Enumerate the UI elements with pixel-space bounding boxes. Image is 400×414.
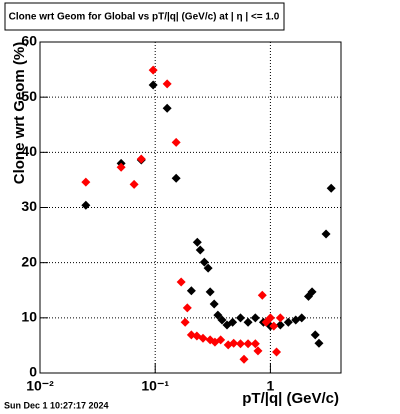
marker	[269, 321, 279, 331]
marker	[136, 154, 146, 164]
y-tick-label: 20	[21, 253, 37, 269]
marker	[239, 354, 249, 364]
marker	[171, 137, 181, 147]
marker	[216, 335, 226, 345]
x-tick-label: 10⁻²	[26, 378, 54, 394]
marker	[81, 200, 91, 210]
marker	[162, 103, 172, 113]
y-tick-label: 10	[21, 309, 37, 325]
title-box	[4, 2, 285, 31]
y-axis-label: Clone wrt Geom (%)	[11, 42, 28, 185]
marker	[148, 65, 158, 75]
marker	[243, 339, 253, 349]
y-tick-label: 50	[21, 88, 37, 104]
marker	[205, 287, 215, 297]
y-tick-label: 30	[21, 198, 37, 214]
marker	[116, 162, 126, 172]
marker	[176, 277, 186, 287]
x-axis-label: pT/|q| (GeV/c)	[242, 390, 339, 407]
marker	[307, 287, 317, 297]
marker	[243, 317, 253, 327]
marker	[253, 346, 263, 356]
marker	[235, 313, 245, 323]
x-tick-label: 1	[267, 378, 275, 394]
marker	[192, 237, 202, 247]
marker	[213, 310, 223, 320]
marker	[235, 339, 245, 349]
y-tick-label: 60	[21, 33, 37, 49]
marker	[283, 317, 293, 327]
marker	[257, 290, 267, 300]
marker	[195, 245, 205, 255]
chart-title: Clone wrt Geom for Global vs pT/|q| (GeV…	[9, 12, 280, 23]
marker	[228, 317, 238, 327]
marker	[198, 333, 208, 343]
marker	[129, 179, 139, 189]
marker	[310, 330, 320, 340]
marker	[229, 338, 239, 348]
marker	[275, 313, 285, 323]
footer: Sun Dec 1 10:27:17 2024	[4, 400, 109, 410]
marker	[326, 183, 336, 193]
marker	[203, 263, 213, 273]
marker	[209, 299, 219, 309]
y-tick-label: 40	[21, 143, 37, 159]
y-tick-label: 0	[29, 364, 37, 380]
marker	[148, 80, 158, 90]
marker	[180, 317, 190, 327]
marker	[250, 313, 260, 323]
marker	[265, 313, 275, 323]
marker	[217, 315, 227, 325]
marker	[182, 303, 192, 313]
marker	[297, 313, 307, 323]
marker	[162, 79, 172, 89]
marker	[81, 177, 91, 187]
marker	[275, 320, 285, 330]
marker	[186, 286, 196, 296]
x-tick-label: 10⁻¹	[141, 378, 169, 394]
marker	[272, 347, 282, 357]
marker	[171, 173, 181, 183]
marker	[321, 229, 331, 239]
marker	[250, 339, 260, 349]
marker	[199, 257, 209, 267]
marker	[314, 338, 324, 348]
